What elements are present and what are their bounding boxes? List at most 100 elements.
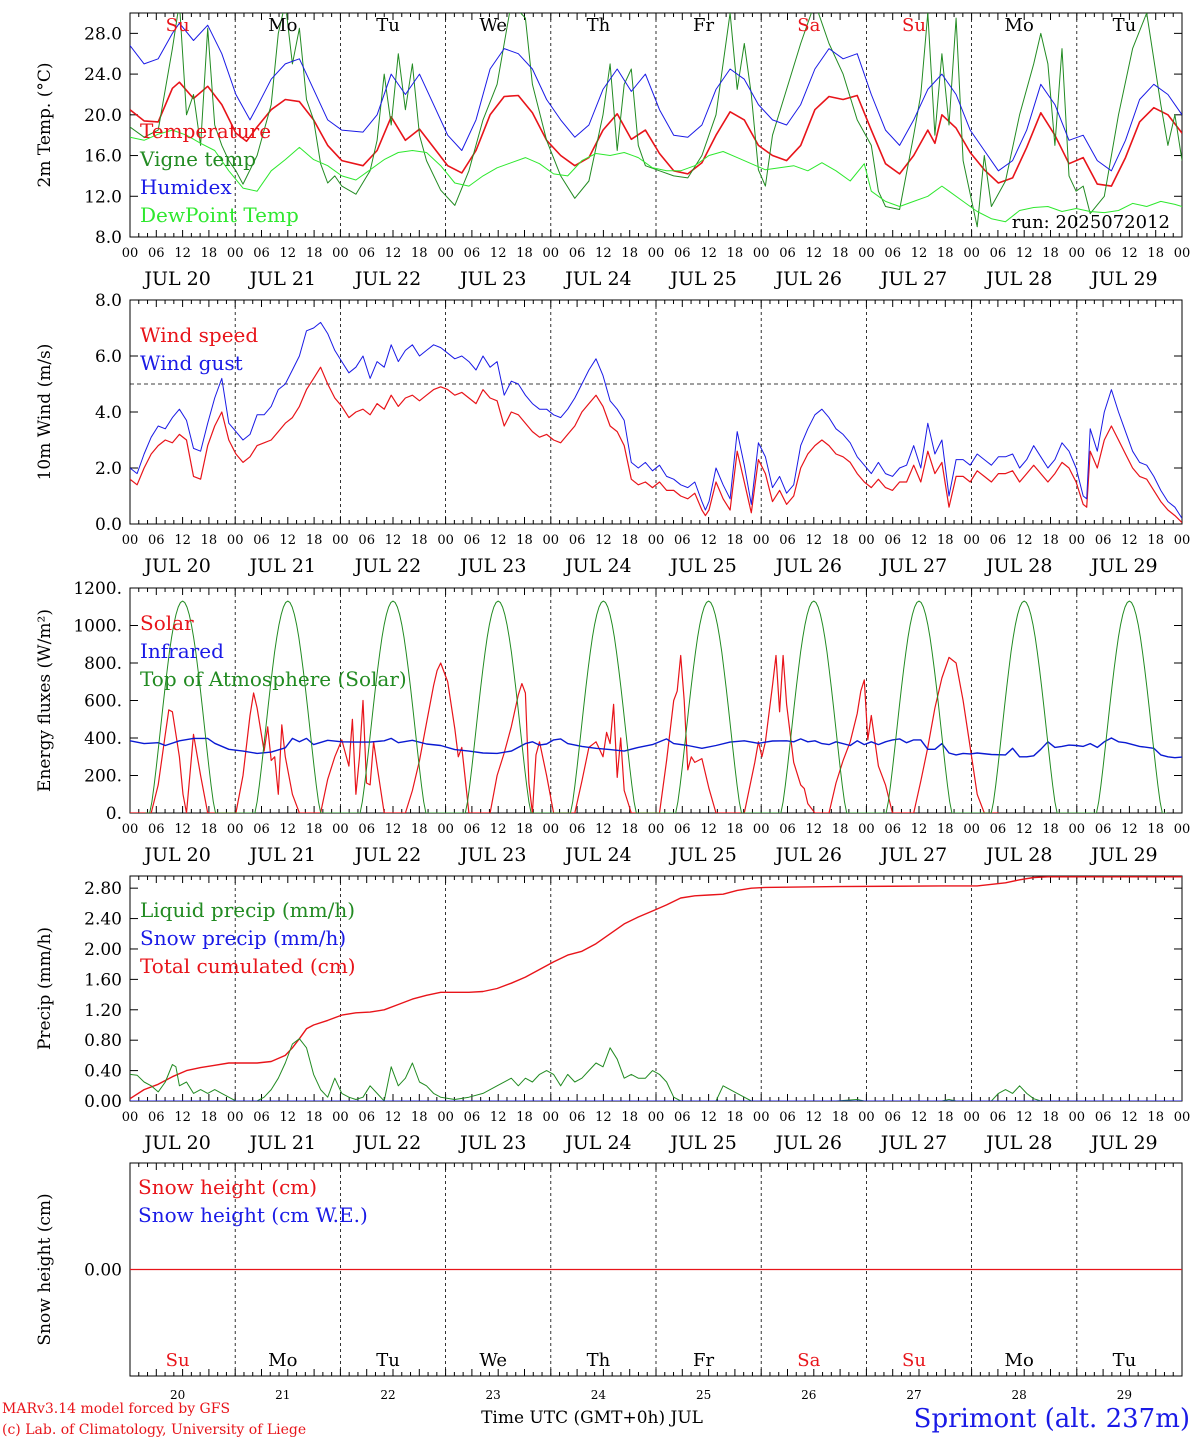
hour-tick-label: 18 [937,533,954,548]
day-number-label: 20 [170,1388,185,1402]
hour-tick-label: 12 [911,533,928,548]
hour-tick-label: 12 [174,246,191,261]
y-tick-label: 12.0 [84,187,122,207]
hour-tick-label: 00 [227,533,244,548]
hour-tick-label: 00 [1069,1110,1086,1125]
series-group [130,321,1182,524]
hour-tick-label: 18 [306,822,323,837]
hour-tick-label: 18 [201,1110,218,1125]
hour-tick-label: 18 [411,246,428,261]
weekday-label: Mo [268,15,297,36]
hour-tick-label: 12 [806,533,823,548]
hour-tick-label: 18 [306,533,323,548]
hour-tick-label: 12 [1121,533,1138,548]
hour-tick-label: 12 [911,246,928,261]
hour-tick-label: 12 [595,822,612,837]
y-tick-label: 0.00 [84,1261,122,1281]
date-label: JUL 27 [879,268,947,290]
day-number-label: 21 [275,1388,290,1402]
hour-tick-label: 00 [858,533,875,548]
panel-4: 0.00 0.40 0.80 1.20 1.60 2.00 2.40 2.80 Precip (… [35,875,1190,1154]
hour-tick-label: 12 [490,533,507,548]
hour-tick-label: 06 [779,246,796,261]
hour-tick-label: 00 [1174,246,1191,261]
hour-tick-label: 18 [516,246,533,261]
hour-tick-label: 00 [437,1110,454,1125]
date-label: JUL 24 [563,844,631,866]
hour-tick-label: 00 [543,822,560,837]
hour-tick-label: 00 [437,533,454,548]
plot-frame [129,587,1183,814]
hour-tick-label: 06 [1095,246,1112,261]
hour-tick-label: 00 [648,822,665,837]
hour-tick-label: 06 [358,1110,375,1125]
weekday-label: Tu [1113,1350,1137,1371]
hour-tick-label: 00 [437,822,454,837]
date-label: JUL 21 [248,268,316,290]
hour-tick-label: 06 [674,533,691,548]
date-label: JUL 21 [248,1132,316,1154]
hour-tick-label: 12 [385,822,402,837]
hour-tick-label: 12 [700,822,717,837]
weekday-label: Sa [797,1350,820,1371]
date-label: JUL 20 [142,268,210,290]
hour-tick-label: 00 [332,533,349,548]
credit-line-1: MARv3.14 model forced by GFS [2,1401,230,1417]
hour-tick-label: 00 [122,533,139,548]
hour-tick-label: 06 [253,822,270,837]
date-label: JUL 27 [879,1132,947,1154]
y-axis-title: Snow height (cm) [35,1193,55,1345]
hour-tick-label: 18 [621,1110,638,1125]
y-tick-label: 4.0 [95,403,122,423]
date-label: JUL 23 [458,844,526,866]
hour-tick-label: 00 [963,1110,980,1125]
hour-tick-label: 18 [1147,533,1164,548]
date-label: JUL 20 [142,1132,210,1154]
x-axis-title: Time UTC (GMT+0h) JUL [481,1408,703,1428]
weekday-label: Mo [268,1350,297,1371]
hour-tick-label: 06 [674,1110,691,1125]
weekday-label: Su [166,1350,190,1371]
hour-tick-label: 00 [753,822,770,837]
weekday-label: Tu [376,1350,400,1371]
hour-tick-label: 12 [174,1110,191,1125]
series-line-top-of-atmosphere-solar [145,600,1167,813]
hour-tick-label: 18 [621,533,638,548]
hour-tick-label: 06 [990,246,1007,261]
y-tick-label: 1200. [73,579,122,599]
legend-entry: Top of Atmosphere (Solar) [140,667,407,691]
weekday-label: Su [166,15,190,36]
hour-tick-label: 00 [858,246,875,261]
hour-tick-label: 12 [911,1110,928,1125]
hour-tick-label: 12 [700,246,717,261]
hour-tick-label: 12 [174,533,191,548]
hour-tick-label: 12 [490,822,507,837]
hour-tick-label: 12 [1016,246,1033,261]
date-label: JUL 25 [668,268,736,290]
legend-entry: Wind gust [140,351,243,375]
weekday-label: Fr [693,15,714,36]
y-tick-label: 2.00 [84,940,122,960]
date-label: JUL 27 [879,844,947,866]
date-label: JUL 23 [458,555,526,577]
hour-tick-label: 00 [122,246,139,261]
y-tick-label: 1000. [73,617,122,637]
hour-tick-label: 18 [621,822,638,837]
series-line-infrared [130,737,1182,759]
hour-tick-label: 00 [1069,246,1086,261]
hour-tick-label: 00 [437,246,454,261]
day-number-label: 23 [486,1388,501,1402]
legend-entry: Snow precip (mm/h) [140,926,346,950]
hour-tick-label: 12 [595,1110,612,1125]
hour-tick-label: 06 [148,246,165,261]
hour-tick-label: 18 [1147,822,1164,837]
hour-tick-label: 06 [464,1110,481,1125]
series-line-wind-gust [130,321,1182,519]
hour-tick-label: 00 [1174,533,1191,548]
hour-tick-label: 12 [385,246,402,261]
y-tick-label: 2.80 [84,879,122,899]
y-tick-label: 0.40 [84,1062,122,1082]
weekday-label: Tu [376,15,400,36]
hour-tick-label: 00 [332,246,349,261]
hour-tick-label: 18 [411,1110,428,1125]
